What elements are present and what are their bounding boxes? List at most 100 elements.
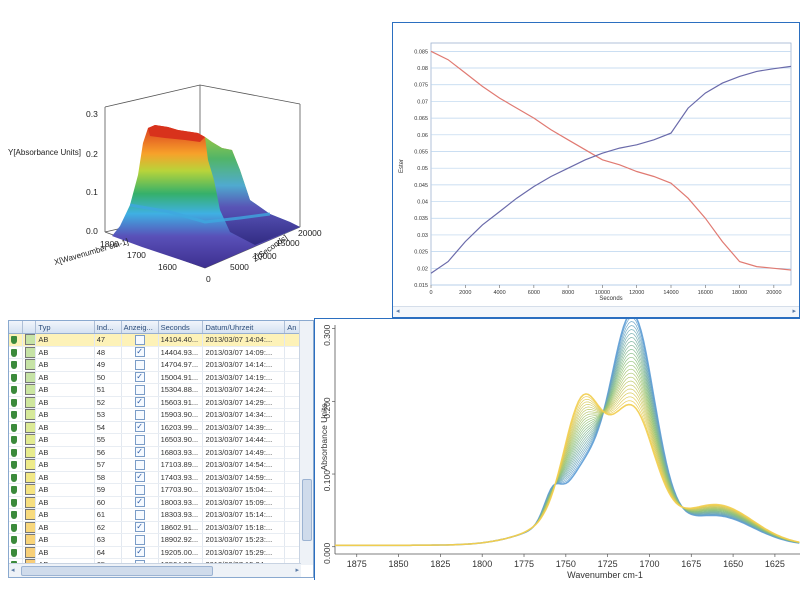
display-checkbox[interactable]: ✓ [134, 472, 145, 483]
table-row[interactable]: AB 57 17103.89... 2013/03/07 14:54:... [9, 458, 301, 472]
color-swatch[interactable] [24, 484, 35, 496]
index-cell: 51 [96, 385, 106, 395]
kinetics-x-label: Seconds [599, 296, 622, 302]
color-swatch[interactable] [24, 371, 35, 383]
table-row[interactable]: AB 54 ✓ 16203.99... 2013/03/07 14:39:... [9, 421, 301, 434]
spectrum-file-icon [11, 411, 17, 420]
y-tick-label: 0.03 [417, 233, 428, 239]
column-header[interactable]: Seconds [158, 321, 204, 334]
table-vertical-scrollbar[interactable] [299, 321, 313, 565]
color-swatch[interactable] [24, 534, 35, 546]
datetime-cell: 2013/03/07 15:23:... [205, 535, 273, 545]
color-swatch[interactable] [24, 409, 35, 421]
table-row[interactable]: AB 64 ✓ 19205.00... 2013/03/07 15:29:... [9, 546, 301, 559]
column-header[interactable] [9, 321, 23, 334]
color-swatch[interactable] [24, 446, 35, 458]
kinetics-scrollbar[interactable]: ◂ ▸ [393, 306, 799, 317]
datetime-cell: 2013/03/07 14:39:... [205, 422, 273, 432]
x-tick-label: 1700 [639, 559, 659, 569]
type-cell: AB [38, 497, 49, 507]
color-swatch[interactable] [24, 459, 35, 471]
type-cell: AB [38, 360, 49, 370]
color-swatch[interactable] [24, 434, 35, 446]
table-row[interactable]: AB 62 ✓ 18602.91... 2013/03/07 15:18:... [9, 521, 301, 534]
table-row[interactable]: AB 60 ✓ 18003.93... 2013/03/07 15:09:... [9, 496, 301, 509]
scroll-right-icon[interactable]: ▸ [295, 567, 299, 574]
table-row[interactable]: AB 53 15903.90... 2013/03/07 14:34:... [9, 408, 301, 422]
datetime-cell: 2013/03/07 14:44:... [205, 435, 273, 445]
scroll-thumb[interactable] [302, 479, 312, 541]
table-row[interactable]: AB 48 ✓ 14404.93... 2013/03/07 14:09:... [9, 346, 301, 359]
y-tick-label: 0.04 [417, 200, 428, 206]
table-row[interactable]: AB 52 ✓ 15603.91... 2013/03/07 14:29:... [9, 396, 301, 409]
color-swatch[interactable] [24, 334, 35, 346]
seconds-cell: 19205.00... [160, 547, 199, 557]
display-checkbox[interactable]: ✓ [134, 397, 145, 408]
column-header[interactable]: Datum/Uhrzeit [202, 321, 286, 334]
color-swatch[interactable] [24, 421, 35, 433]
color-swatch[interactable] [24, 471, 35, 483]
column-header[interactable] [22, 321, 37, 334]
color-swatch[interactable] [24, 346, 35, 358]
display-checkbox[interactable] [134, 359, 145, 370]
x-tick-label: 4000 [493, 290, 505, 296]
display-checkbox[interactable] [134, 334, 145, 345]
display-checkbox[interactable]: ✓ [134, 497, 145, 508]
color-swatch[interactable] [24, 509, 35, 521]
display-checkbox[interactable] [134, 384, 145, 395]
table-row[interactable]: AB 59 17703.90... 2013/03/07 15:04:... [9, 483, 301, 497]
display-checkbox[interactable] [134, 534, 145, 545]
column-header[interactable]: Typ [35, 321, 95, 334]
display-checkbox[interactable] [134, 459, 145, 470]
table-row[interactable]: AB 50 ✓ 15004.91... 2013/03/07 14:19:... [9, 371, 301, 384]
display-checkbox[interactable]: ✓ [134, 447, 145, 458]
color-swatch[interactable] [24, 521, 35, 533]
x-tick-label: 2000 [459, 290, 471, 296]
color-swatch[interactable] [24, 496, 35, 508]
scroll-left-icon[interactable]: ◂ [396, 308, 400, 315]
display-checkbox[interactable]: ✓ [134, 547, 145, 558]
seconds-cell: 15304.88... [160, 385, 199, 395]
x-tick-label: 1675 [681, 559, 701, 569]
color-swatch[interactable] [24, 384, 35, 396]
column-header[interactable]: Anzeig... [121, 321, 159, 334]
spectrum-file-icon [11, 373, 17, 382]
display-checkbox[interactable] [134, 434, 145, 445]
table-row[interactable]: AB 61 18303.93... 2013/03/07 15:14:... [9, 508, 301, 522]
x-tick-label: 1650 [723, 559, 743, 569]
spectrum-file-icon [11, 448, 17, 457]
x-tick-label: 6000 [528, 290, 540, 296]
column-header[interactable]: Ind... [94, 321, 122, 334]
table-row[interactable]: AB 58 ✓ 17403.93... 2013/03/07 14:59:... [9, 471, 301, 484]
display-checkbox[interactable] [134, 509, 145, 520]
x-tick-label: 14000 [663, 290, 678, 296]
display-checkbox[interactable]: ✓ [134, 372, 145, 383]
spectrum-file-icon [11, 536, 17, 545]
scroll-right-icon[interactable]: ▸ [792, 308, 796, 315]
index-cell: 53 [96, 410, 106, 420]
seconds-cell: 14404.93... [160, 347, 199, 357]
table-header: Typ Ind... Anzeig... Seconds Datum/Uhrzeit An [9, 321, 301, 334]
display-checkbox[interactable] [134, 484, 145, 495]
color-swatch[interactable] [24, 396, 35, 408]
display-checkbox[interactable]: ✓ [134, 347, 145, 358]
x-tick-label: 16000 [698, 290, 713, 296]
table-row[interactable]: AB 56 ✓ 16803.93... 2013/03/07 14:49:... [9, 446, 301, 459]
scroll-thumb[interactable] [21, 566, 213, 576]
scroll-left-icon[interactable]: ◂ [11, 567, 15, 574]
table-horizontal-scrollbar[interactable]: ◂ ▸ [9, 563, 301, 577]
table-row[interactable]: AB 55 16503.90... 2013/03/07 14:44:... [9, 433, 301, 447]
display-checkbox[interactable]: ✓ [134, 522, 145, 533]
display-checkbox[interactable]: ✓ [134, 422, 145, 433]
index-cell: 64 [96, 547, 106, 557]
color-swatch[interactable] [24, 546, 35, 558]
table-row[interactable]: AB 51 15304.88... 2013/03/07 14:24:... [9, 383, 301, 397]
kinetics-line-chart[interactable]: Ester Seconds 0.0850.080.0750.070.0650.0… [393, 23, 799, 317]
table-row[interactable]: AB 47 14104.40... 2013/03/07 14:04:... [9, 333, 301, 347]
display-checkbox[interactable] [134, 409, 145, 420]
table-row[interactable]: AB 49 14704.97... 2013/03/07 14:14:... [9, 358, 301, 372]
table-row[interactable]: AB 63 18902.92... 2013/03/07 15:23:... [9, 533, 301, 547]
color-swatch[interactable] [24, 359, 35, 371]
spectrum-overlay-chart[interactable]: Absorbance Units Wavenumber cm-1 0.3000.… [315, 312, 800, 580]
